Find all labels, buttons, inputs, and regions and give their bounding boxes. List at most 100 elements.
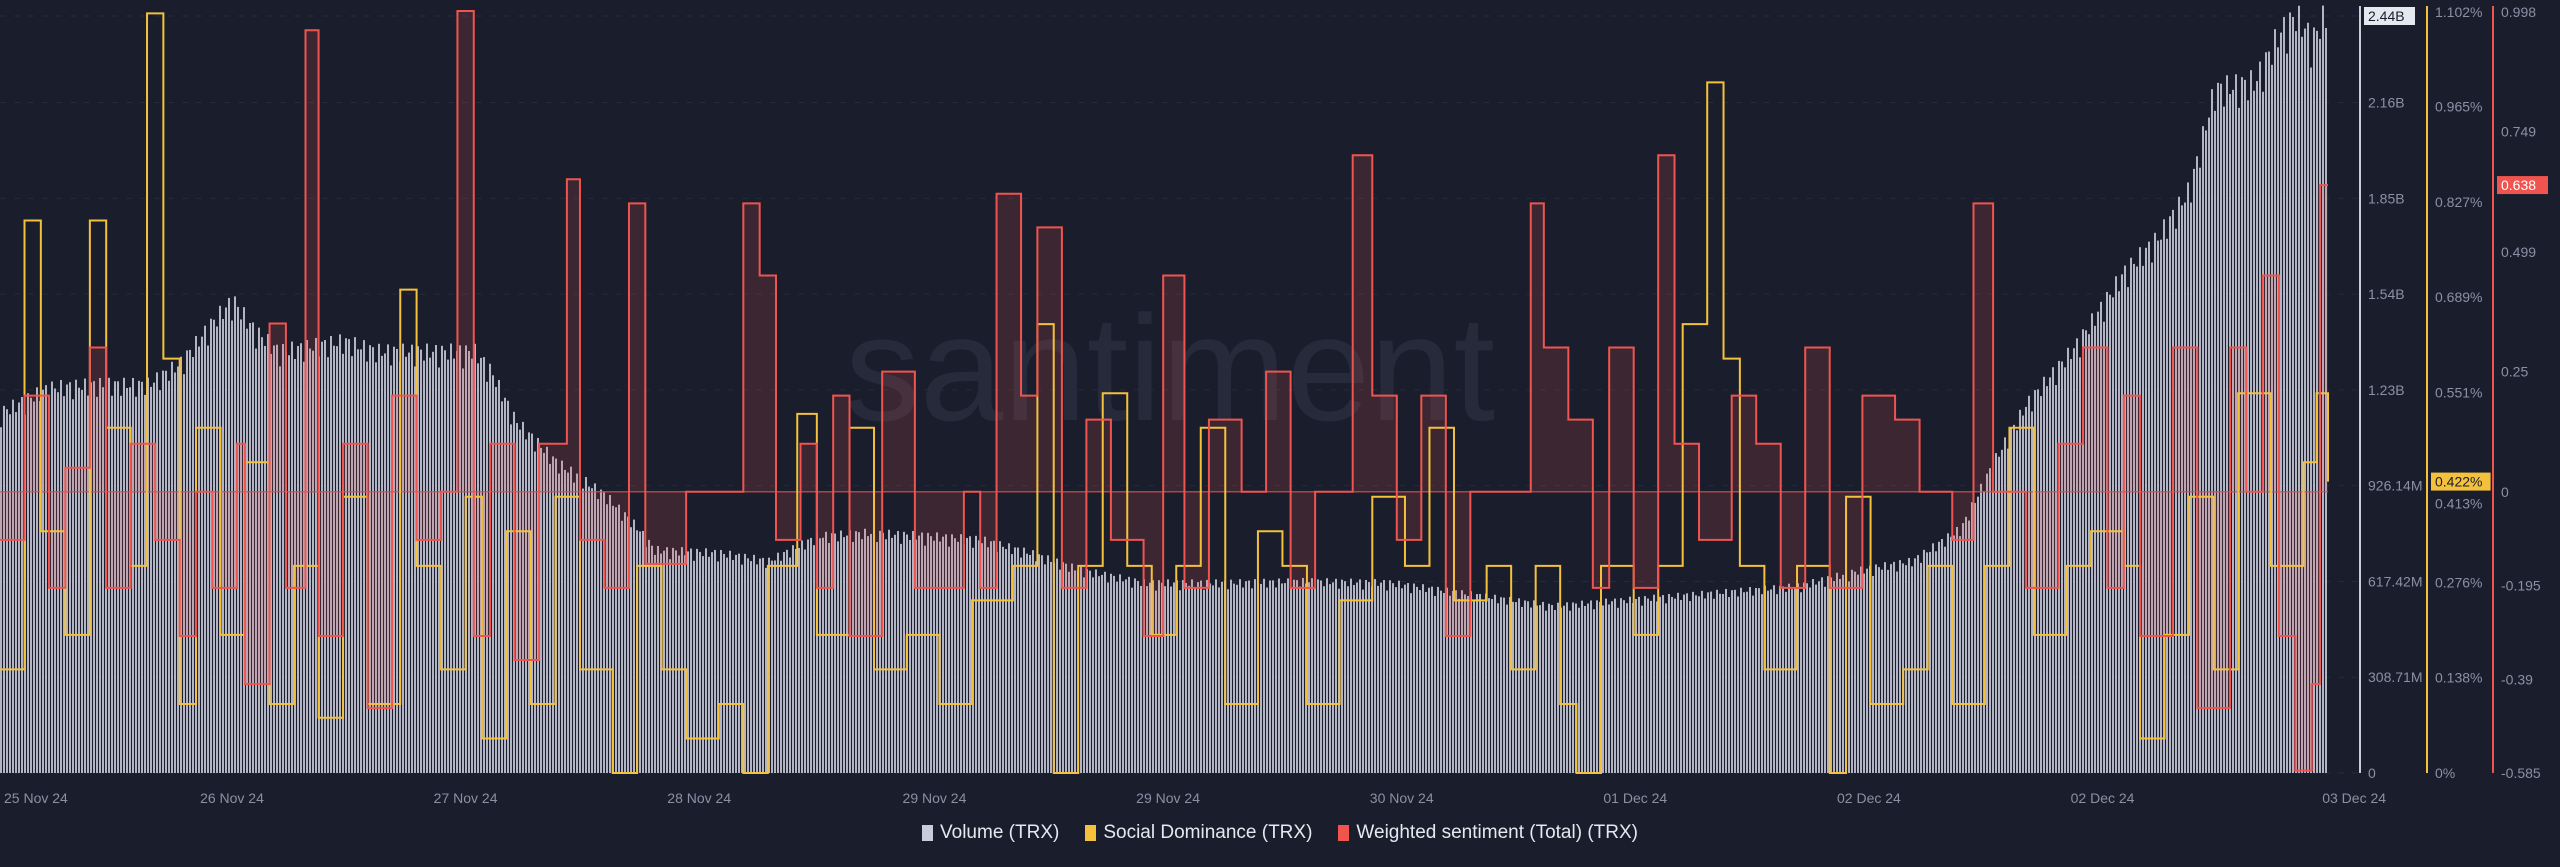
volume-bar xyxy=(2166,238,2168,773)
volume-bar xyxy=(777,552,779,773)
y-tick-label: 1.102% xyxy=(2435,4,2482,20)
volume-bar xyxy=(1611,601,1613,773)
volume-bar xyxy=(39,401,41,773)
volume-bar xyxy=(2181,205,2183,774)
volume-bar xyxy=(621,520,623,773)
volume-bar xyxy=(1794,587,1796,773)
volume-bar xyxy=(942,536,944,773)
volume-bar xyxy=(6,409,8,773)
volume-bar xyxy=(984,536,986,773)
volume-bar xyxy=(909,539,911,773)
volume-bar xyxy=(1677,592,1679,773)
volume-bar xyxy=(156,372,158,773)
volume-bar xyxy=(2094,325,2096,773)
volume-bar xyxy=(2256,81,2258,773)
volume-bar xyxy=(270,353,272,773)
volume-bar xyxy=(240,319,242,773)
volume-bar xyxy=(198,346,200,773)
volume-bar xyxy=(2121,274,2123,773)
volume-bar xyxy=(771,560,773,773)
volume-bar xyxy=(1710,591,1712,773)
volume-bar xyxy=(1155,590,1157,773)
volume-bar xyxy=(2001,449,2003,773)
volume-bar xyxy=(2211,89,2213,773)
current-value-badge xyxy=(2364,7,2415,25)
volume-bar xyxy=(267,334,269,773)
volume-bar xyxy=(1944,546,1946,773)
volume-bar xyxy=(702,556,704,773)
volume-bar xyxy=(708,556,710,773)
volume-bar xyxy=(1629,596,1631,773)
volume-bar xyxy=(831,533,833,773)
volume-bar xyxy=(162,370,164,773)
volume-bar xyxy=(1005,549,1007,773)
volume-bar xyxy=(528,432,530,773)
volume-bar xyxy=(2301,36,2303,773)
volume-bar xyxy=(1116,581,1118,773)
volume-bar xyxy=(174,372,176,773)
volume-bar xyxy=(2310,67,2312,773)
volume-bar xyxy=(30,397,32,773)
volume-bar xyxy=(1299,586,1301,773)
volume-bar xyxy=(1623,600,1625,773)
volume-bar xyxy=(1125,579,1127,773)
volume-bar xyxy=(1290,587,1292,773)
volume-bar xyxy=(609,495,611,773)
volume-bar xyxy=(1386,590,1388,773)
volume-bar xyxy=(171,361,173,773)
chart[interactable]: santiment 0 308.71M 617.42M 926.14M 1.23B 1.5… xyxy=(0,0,2560,815)
weighted-sentiment-line xyxy=(0,10,2328,772)
volume-bar xyxy=(519,429,521,773)
legend-label: Social Dominance (TRX) xyxy=(1103,822,1313,843)
volume-bar xyxy=(108,377,110,773)
volume-bar xyxy=(2205,130,2207,773)
volume-bar xyxy=(1332,582,1334,773)
volume-bar xyxy=(99,377,101,773)
volume-bar xyxy=(1797,583,1799,773)
volume-bar xyxy=(2235,74,2237,774)
legend: Volume (TRX) Social Dominance (TRX) Weig… xyxy=(0,822,2560,844)
volume-bar xyxy=(354,337,356,773)
volume-bar xyxy=(936,532,938,773)
legend-item-weighted-sentiment[interactable]: Weighted sentiment (Total) (TRX) xyxy=(1338,822,1638,844)
volume-bar xyxy=(1089,570,1091,773)
volume-bar xyxy=(720,549,722,773)
volume-bar xyxy=(1554,610,1556,773)
volume-bar xyxy=(1770,589,1772,773)
volume-bar xyxy=(2232,89,2234,774)
volume-bar xyxy=(801,540,803,773)
legend-item-social-dominance[interactable]: Social Dominance (TRX) xyxy=(1085,822,1312,844)
volume-bar xyxy=(258,327,260,773)
volume-bar xyxy=(1044,564,1046,773)
volume-bar xyxy=(504,397,506,773)
volume-bar xyxy=(1038,554,1040,773)
volume-bar xyxy=(918,535,920,773)
volume-bar xyxy=(1578,607,1580,773)
volume-bar xyxy=(774,560,776,773)
volume-bar xyxy=(861,539,863,773)
volume-bar xyxy=(2190,202,2192,773)
volume-bar xyxy=(516,423,518,773)
volume-bar xyxy=(1899,560,1901,773)
volume-bar xyxy=(639,531,641,773)
volume-bar xyxy=(459,345,461,773)
volume-bar xyxy=(1941,539,1943,773)
volume-bar xyxy=(732,559,734,773)
volume-bar xyxy=(2022,415,2024,773)
y-tick-label: 0.276% xyxy=(2435,574,2482,590)
volume-bar xyxy=(2202,126,2204,774)
volume-bar xyxy=(321,341,323,773)
volume-bar xyxy=(1989,468,1991,773)
volume-bar xyxy=(945,534,947,773)
volume-bar xyxy=(834,533,836,773)
volume-bar xyxy=(870,533,872,773)
volume-bar xyxy=(336,346,338,773)
legend-item-volume[interactable]: Volume (TRX) xyxy=(922,822,1059,844)
volume-bar xyxy=(672,547,674,773)
volume-bar xyxy=(2013,424,2015,773)
volume-bar xyxy=(1734,589,1736,773)
volume-bar xyxy=(132,377,134,773)
volume-bar xyxy=(345,338,347,773)
volume-bar xyxy=(441,345,443,773)
volume-bar xyxy=(840,530,842,773)
